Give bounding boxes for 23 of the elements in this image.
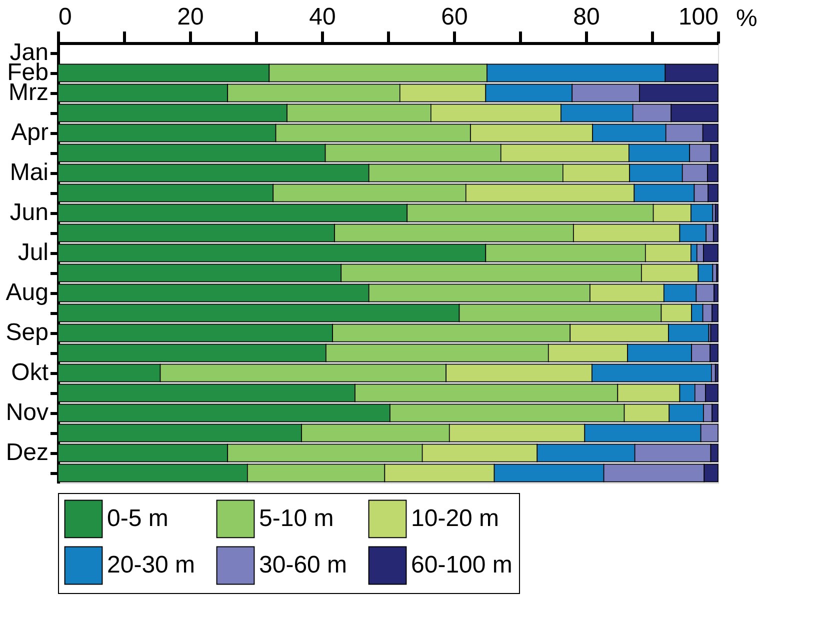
y-tick-label: Aug bbox=[6, 279, 48, 306]
y-tick-label: Jul bbox=[18, 239, 48, 266]
legend-label: 10-20 m bbox=[411, 504, 500, 532]
y-tick-label: Dez bbox=[6, 439, 48, 466]
y-tick-label: Apr bbox=[11, 119, 48, 146]
x-tick-label: 100 bbox=[678, 4, 718, 30]
legend-label: 30-60 m bbox=[259, 552, 348, 578]
y-tick-label: Mrz bbox=[8, 79, 48, 106]
y-tick-label: Nov bbox=[6, 399, 48, 426]
legend-label: 20-30 m bbox=[107, 552, 196, 578]
legend-label: 0-5 m bbox=[107, 504, 168, 532]
y-tick-label: Sep bbox=[6, 319, 48, 346]
legend-label: 60-100 m bbox=[411, 552, 512, 578]
y-tick-label: Jun bbox=[10, 199, 48, 226]
x-tick-label: 80 bbox=[573, 4, 600, 30]
x-tick-label: 0 bbox=[58, 4, 72, 30]
x-tick-label: 40 bbox=[309, 4, 336, 30]
x-tick-label: 20 bbox=[177, 4, 204, 30]
y-tick-label: Mai bbox=[10, 159, 48, 186]
y-tick-label: Okt bbox=[11, 359, 49, 386]
x-axis-title: % bbox=[736, 5, 758, 32]
x-tick-label: 60 bbox=[441, 4, 468, 30]
legend-label: 5-10 m bbox=[259, 504, 334, 532]
